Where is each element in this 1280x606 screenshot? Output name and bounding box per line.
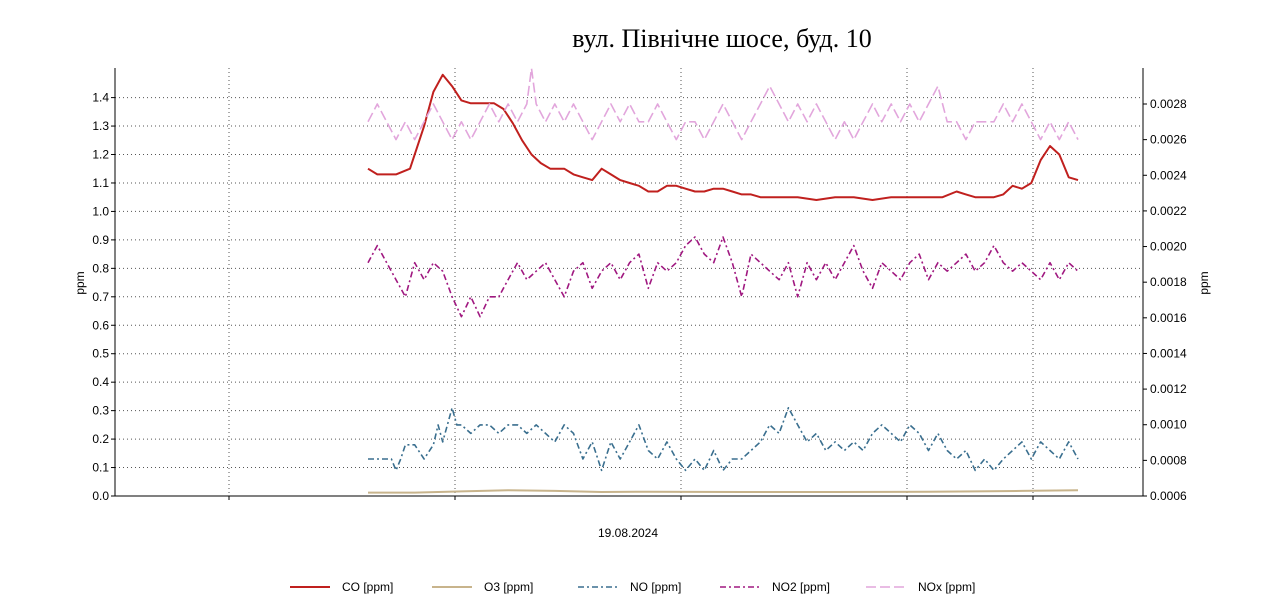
y-tick-label-left: 1.3 — [92, 119, 109, 133]
chart-title: вул. Північне шосе, буд. 10 — [572, 24, 872, 53]
y-tick-label-left: 0.1 — [92, 461, 109, 475]
y-tick-label-right: 0.0010 — [1150, 418, 1187, 432]
y-tick-label-left: 1.0 — [92, 204, 109, 218]
series-line-no — [368, 406, 1079, 472]
series-line-nox — [367, 67, 1079, 141]
y-tick-label-left: 0.6 — [92, 318, 109, 332]
y-axis-label-right: ppm — [1197, 271, 1211, 294]
y-tick-label-left: 0.9 — [92, 233, 109, 247]
y-tick-label-left: 0.8 — [92, 261, 109, 275]
legend-label-no: NO [ppm] — [630, 580, 681, 594]
y-tick-label-left: 1.4 — [92, 91, 109, 105]
x-axis-label: 19.08.2024 — [598, 526, 658, 540]
y-tick-label-left: 1.2 — [92, 148, 109, 162]
y-tick-label-right: 0.0018 — [1150, 275, 1187, 289]
legend-label-nox: NOx [ppm] — [918, 580, 975, 594]
y-tick-label-left: 0.4 — [92, 375, 109, 389]
series-line-co — [367, 73, 1079, 201]
legend-label-no2: NO2 [ppm] — [772, 580, 830, 594]
y-tick-label-right: 0.0016 — [1150, 311, 1187, 325]
y-tick-label-right: 0.0028 — [1150, 97, 1187, 111]
y-axis-label-left: ppm — [73, 271, 87, 294]
series-line-o3 — [368, 489, 1079, 494]
y-tick-label-right: 0.0024 — [1150, 168, 1187, 182]
y-tick-label-left: 0.7 — [92, 290, 109, 304]
y-tick-label-left: 0.5 — [92, 347, 109, 361]
y-tick-label-left: 0.3 — [92, 404, 109, 418]
y-tick-label-left: 1.1 — [92, 176, 109, 190]
legend: CO [ppm] O3 [ppm] NO [ppm] NO2 [ppm] NOx [pp… — [290, 580, 975, 594]
y-tick-label-right: 0.0026 — [1150, 133, 1187, 147]
y-tick-label-right: 0.0014 — [1150, 346, 1187, 360]
y-tick-label-left: 0.0 — [92, 489, 109, 503]
series-lines — [367, 67, 1079, 494]
y-tick-label-right: 0.0012 — [1150, 382, 1187, 396]
legend-label-o3: O3 [ppm] — [484, 580, 533, 594]
grid — [115, 68, 1143, 496]
legend-label-co: CO [ppm] — [342, 580, 393, 594]
y-tick-label-right: 0.0020 — [1150, 240, 1187, 254]
axes: 0.0 0.1 0.2 0.3 0.4 0.5 0.6 0.7 0.8 0.9 1.0 1.1 1.2 1… — [92, 68, 1187, 503]
series-line-no2 — [367, 236, 1079, 318]
y-tick-label-left: 0.2 — [92, 432, 109, 446]
y-tick-label-right: 0.0022 — [1150, 204, 1187, 218]
y-tick-label-right: 0.0006 — [1150, 489, 1187, 503]
y-tick-label-right: 0.0008 — [1150, 453, 1187, 467]
